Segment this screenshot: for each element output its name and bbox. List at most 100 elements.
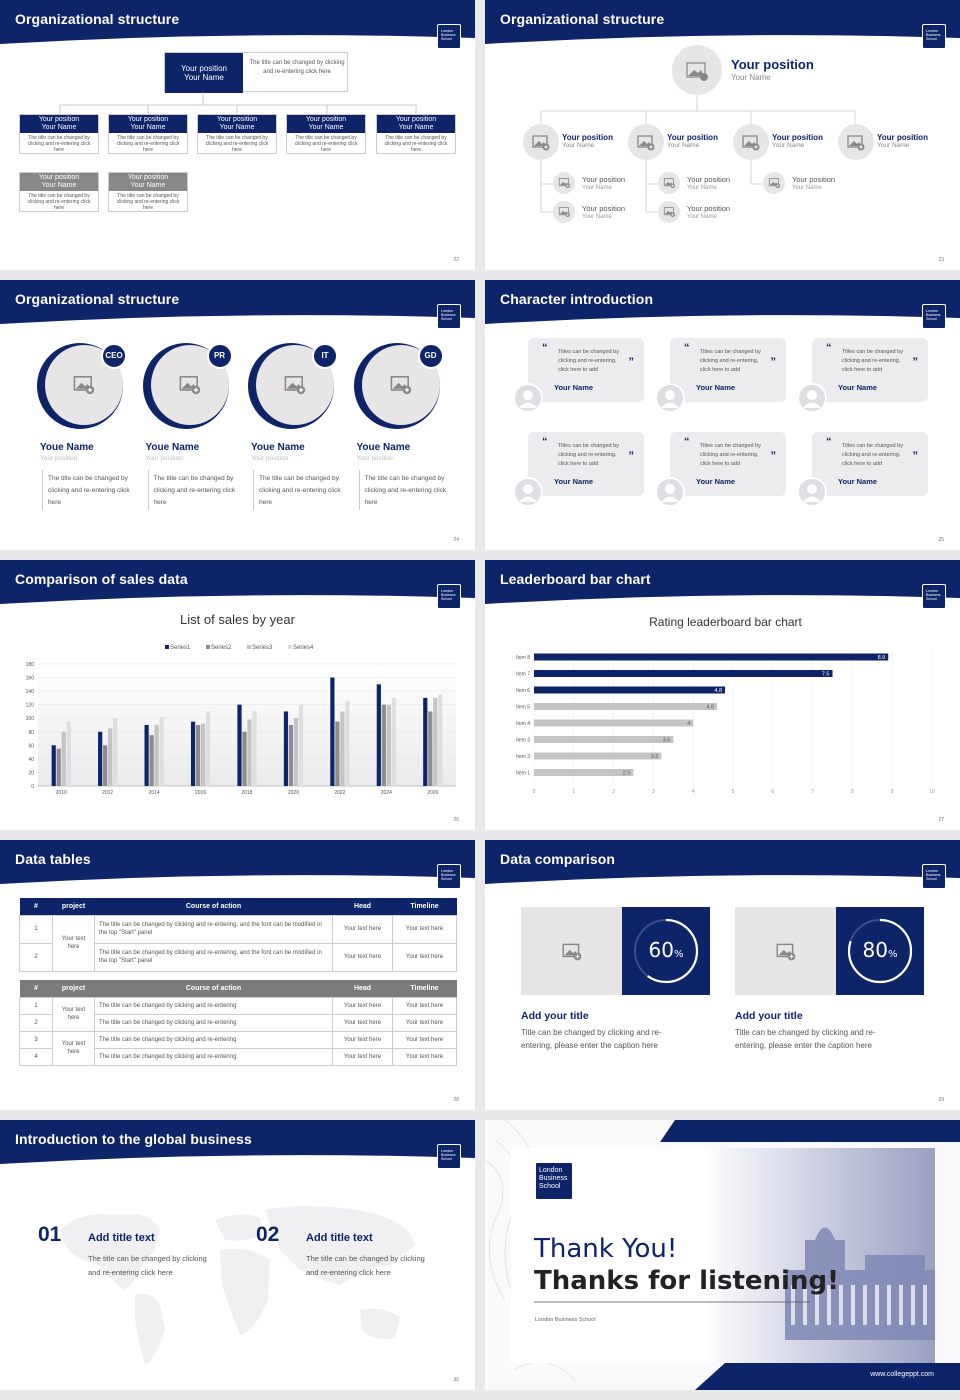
leaderboard-bar (534, 703, 718, 710)
y-category-label: Item 7 (516, 672, 530, 678)
divider (253, 470, 254, 510)
bar-value-label: 8.9 (878, 655, 886, 661)
quote-close-icon: ” (770, 450, 777, 462)
org-connectors (540, 94, 856, 213)
x-tick-label: 2012 (102, 790, 113, 796)
avatar-placeholder (628, 124, 664, 160)
legend-label: Series3 (252, 645, 273, 651)
x-tick-label: 0 (533, 789, 536, 795)
col-header: Head (353, 984, 372, 992)
role-badge: PR (206, 343, 233, 369)
comparison-image-placeholder (735, 907, 837, 995)
bar-series2 (242, 731, 247, 786)
bar-series2 (56, 748, 61, 786)
position-text: Your position Your Name (582, 175, 626, 192)
org-top-name: Your Name (184, 73, 224, 82)
org-box-desc: The title can be changed by clicking and… (384, 135, 448, 153)
percentage-panel: 80% (836, 907, 924, 995)
org-box-name: Your Name (219, 124, 255, 131)
col-header: Timeline (410, 984, 439, 992)
bar-series2 (149, 735, 154, 786)
leaderboard-bar-chart: 0 1 2 3 4 5 6 7 8 9 10 Item 8 8.9 Item 7 7.5 Item 6 4.8 I… (516, 651, 935, 795)
page-number: 24 (453, 537, 459, 543)
col-header: # (34, 984, 38, 992)
bar-series3 (200, 723, 206, 786)
org-box: Your position Your Name The title can be c… (286, 114, 366, 154)
testimonial-text: Titles can be changed by clicking and re… (842, 443, 903, 467)
org-box-secondary: Your position Your Name The title can be c… (19, 172, 99, 212)
bar-series1 (283, 711, 289, 786)
slide-leaderboard: Leaderboard bar chart London Business Sc… (485, 560, 960, 830)
school-caption: London Business School (535, 1317, 596, 1323)
slide-org-structure-2: Organizational structure London Business… (485, 0, 960, 270)
quote-open-icon: “ (684, 436, 690, 448)
x-tick-label: 8 (851, 789, 854, 795)
y-tick-label: 140 (26, 689, 35, 695)
table-row: 3 Your text here The title can be change… (19, 1030, 457, 1066)
testimonial-name: Your Name (696, 477, 736, 486)
bar-series4 (391, 697, 396, 786)
school-logo: London Business School (922, 584, 946, 609)
page-number: 23 (938, 257, 944, 263)
testimonial-text: Titles can be changed by clicking and re… (700, 443, 761, 467)
person-desc: The title can be changed by clicking and… (153, 475, 236, 506)
bar-series4 (438, 694, 443, 786)
leaderboard-bar (534, 752, 662, 760)
slide-title: Introduction to the global business (15, 1131, 252, 1147)
page-number: 22 (453, 257, 459, 263)
school-logo: London Business School (437, 304, 461, 329)
slide-header: Data tables London Business School (0, 840, 475, 889)
bar-series3 (386, 704, 391, 786)
person-position: Your position (356, 455, 394, 462)
school-logo: London Business School (922, 24, 946, 49)
slide-sales-comparison: Comparison of sales data London Business… (0, 560, 475, 830)
y-category-label: Item 5 (516, 705, 530, 711)
testimonial-card: “ Titles can be changed by clicking and r… (812, 338, 928, 402)
org-box-name: Your Name (308, 124, 344, 131)
x-tick-label: 1 (572, 789, 575, 795)
slide-header: Organizational structure London Business… (485, 0, 960, 49)
chart-title: Rating leaderboard bar chart (649, 615, 802, 629)
col-header: Course of action (185, 984, 242, 992)
percentage-value: 60% (648, 938, 684, 962)
leaderboard-bar (534, 670, 833, 677)
leaderboard-bar (534, 736, 674, 743)
building-graphic (785, 1227, 935, 1340)
x-tick-label: 2022 (334, 790, 345, 796)
slide-data-tables: Data tables London Business School # pro… (0, 840, 475, 1110)
avatar-placeholder-small (553, 172, 575, 194)
school-logo: London Business School (437, 1144, 461, 1169)
testimonial-card: “ Titles can be changed by clicking and r… (670, 432, 786, 496)
school-logo-large: London Business School (535, 1162, 573, 1200)
person-avatar-icon (655, 383, 685, 413)
bar-value-label: 4 (687, 721, 690, 727)
person-position: Your position (145, 455, 183, 462)
bar-value-label: 3.5 (663, 738, 671, 744)
y-category-label: Item 2 (516, 754, 530, 760)
legend-label: Series4 (293, 645, 314, 651)
bar-series3 (154, 725, 159, 786)
table-row: 2 The title can be changed by clicking a… (19, 942, 457, 972)
progress-arc (847, 918, 913, 984)
leaderboard-bar (534, 686, 726, 694)
person-desc: The title can be changed by clicking and… (259, 475, 341, 506)
legend-label: Series2 (211, 645, 232, 651)
bar-series2 (381, 704, 386, 786)
divider (147, 470, 149, 510)
col-header: project (61, 902, 86, 910)
slide-global-business: Introduction to the global business Lond… (0, 1120, 475, 1390)
bar-series4 (159, 716, 164, 786)
item-title: Add title text (306, 1232, 373, 1244)
org-box-position: Your position (395, 116, 437, 123)
legend-swatch (247, 645, 251, 649)
bar-series1 (190, 721, 196, 786)
progress-ring (633, 918, 699, 984)
x-tick-label: 2020 (288, 790, 299, 796)
percentage-panel: 60% (622, 907, 710, 995)
y-tick-label: 60 (28, 743, 34, 749)
plot-area (38, 664, 456, 786)
quote-open-icon: “ (826, 342, 832, 354)
slide-org-structure-3: Organizational structure London Business… (0, 280, 475, 550)
col-header: Timeline (410, 902, 439, 910)
bar-series1 (423, 697, 428, 786)
